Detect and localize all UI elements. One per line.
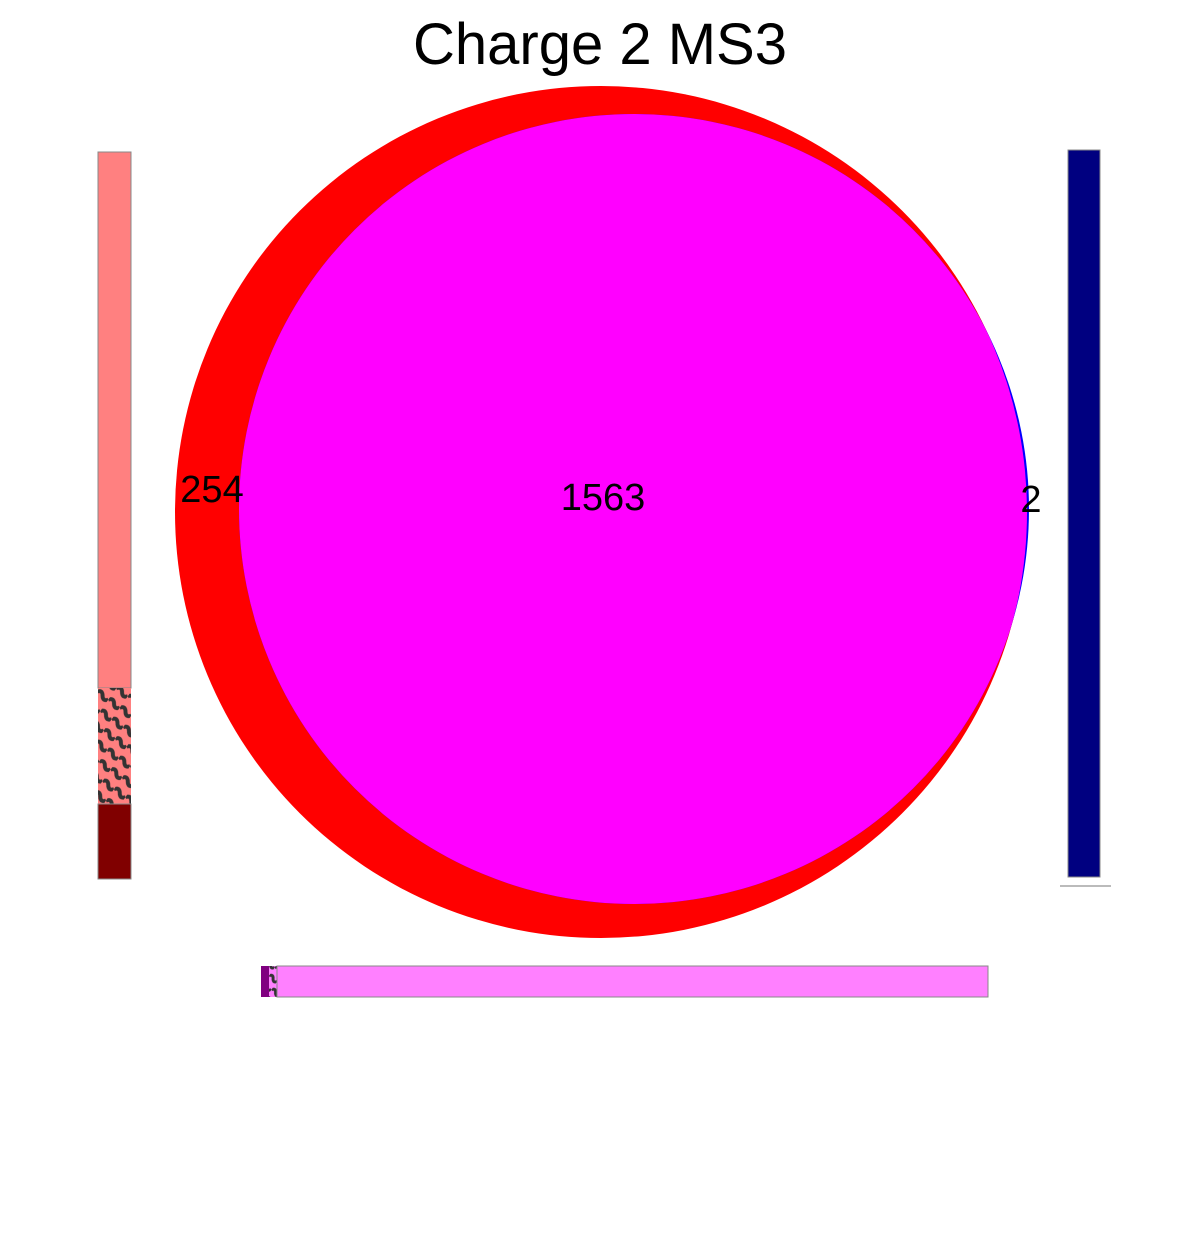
bottom-bar-segment-hatched bbox=[269, 966, 277, 997]
left-side-bar bbox=[97, 151, 132, 880]
left-bar-segment-only-a bbox=[97, 151, 132, 689]
region-label-intersection: 1563 bbox=[561, 477, 646, 519]
left-bar-segment-dark bbox=[97, 803, 132, 880]
region-label-only-a: 254 bbox=[180, 469, 243, 511]
bottom-bar-segment-intersection bbox=[276, 965, 989, 998]
region-label-only-b: 2 bbox=[1020, 479, 1041, 521]
bottom-bar bbox=[261, 965, 989, 998]
right-side-bar bbox=[1060, 149, 1111, 887]
right-bar-segment-b bbox=[1067, 149, 1101, 878]
intersection-region bbox=[239, 114, 1027, 904]
bottom-bar-segment-dark bbox=[261, 966, 269, 997]
chart-title: Charge 2 MS3 bbox=[413, 12, 787, 77]
left-bar-segment-hatched bbox=[98, 688, 131, 804]
